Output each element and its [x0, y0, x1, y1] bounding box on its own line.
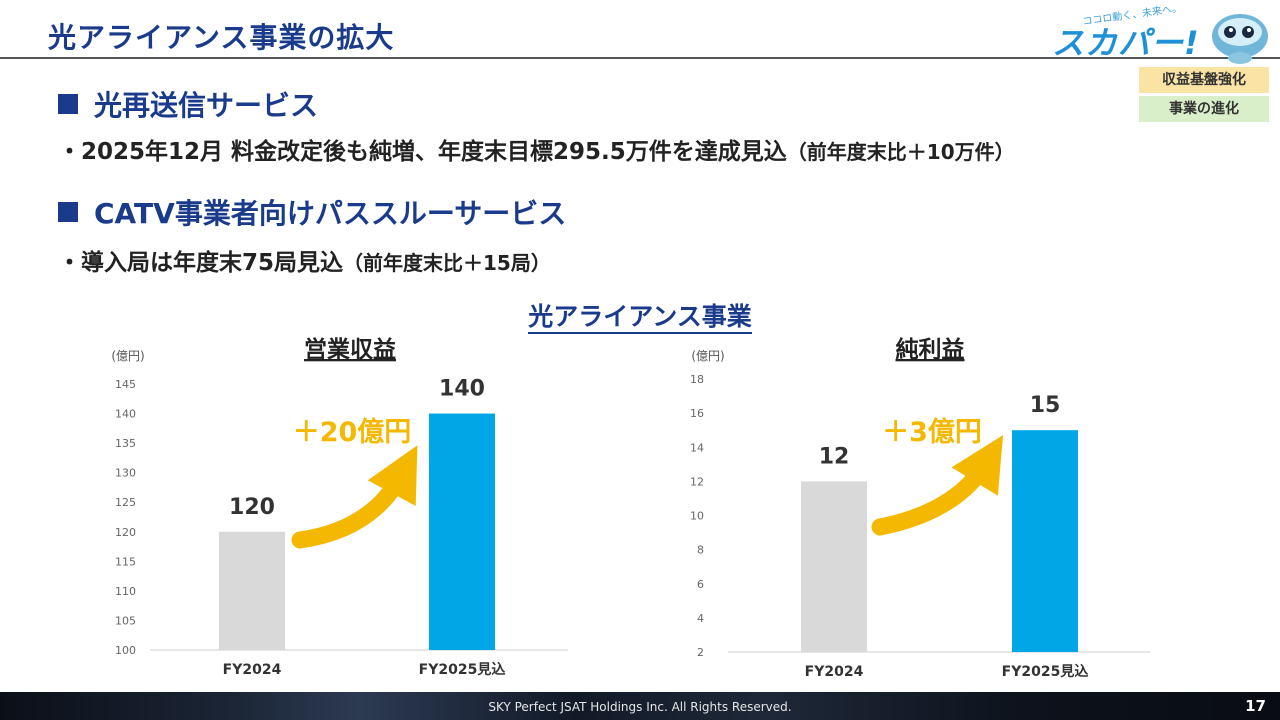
x-category-label: FY2025見込: [1002, 663, 1089, 680]
y-tick-label: 145: [115, 378, 136, 391]
y-tick-label: 120: [115, 526, 136, 539]
y-tick-label: 110: [115, 585, 136, 598]
y-tick-label: 16: [690, 407, 704, 420]
growth-annotation: ＋20億円: [293, 417, 412, 448]
y-tick-label: 6: [697, 578, 704, 591]
mascot-icon: [1212, 14, 1268, 64]
bullet-optical-retransmission: ・2025年12月 料金改定後も純増、年度末目標295.5万件を達成見込（前年度…: [58, 132, 1015, 166]
bar-value-label: 140: [439, 377, 485, 402]
bullet-text: ・2025年12月 料金改定後も純増、年度末目標295.5万件を達成見込: [58, 139, 787, 165]
x-category-label: FY2024: [223, 662, 282, 678]
chart-title: 営業収益: [304, 336, 396, 363]
square-bullet-icon: [58, 202, 78, 222]
x-category-label: FY2025見込: [419, 661, 506, 678]
badge-business-evolution: 事業の進化: [1139, 96, 1269, 122]
y-tick-label: 18: [690, 373, 704, 386]
title-divider: [0, 57, 1280, 59]
section-heading-catv-passthrough: CATV事業者向けパススルーサービス: [58, 192, 566, 232]
growth-annotation: ＋3億円: [882, 417, 982, 448]
y-tick-label: 135: [115, 437, 136, 450]
bullet-text: ・導入局は年度末75局見込: [58, 250, 344, 276]
y-unit-label: (億円): [691, 349, 724, 363]
chart-title: 純利益: [896, 336, 965, 363]
y-tick-label: 125: [115, 496, 136, 509]
y-tick-label: 8: [697, 544, 704, 557]
growth-arrow-icon: [291, 445, 418, 549]
square-bullet-icon: [58, 94, 78, 114]
bar-FY2025見込: [1012, 430, 1078, 652]
bar-FY2025見込: [429, 413, 495, 650]
bar-value-label: 15: [1030, 393, 1061, 418]
y-tick-label: 10: [690, 510, 704, 523]
brand-logo: スカパー!: [1052, 24, 1200, 62]
charts-group-title: 光アライアンス事業: [0, 297, 1280, 334]
section-heading-text: 光再送信サービス: [94, 89, 319, 122]
bullet-note: （前年度末比＋15局）: [343, 251, 551, 275]
bar-FY2024: [801, 481, 867, 652]
y-tick-label: 130: [115, 467, 136, 480]
page-title: 光アライアンス事業の拡大: [48, 21, 395, 54]
y-unit-label: (億円): [111, 349, 144, 363]
section-heading-optical-retransmission: 光再送信サービス: [58, 84, 318, 124]
bar-FY2024: [219, 531, 285, 650]
y-tick-label: 14: [690, 441, 704, 454]
y-tick-label: 2: [697, 646, 704, 659]
charts-canvas: 営業収益 (億円) 100 105 110 115 120 125 130 135 140 145 12…: [111, 336, 1150, 680]
x-category-label: FY2024: [805, 664, 864, 680]
bar-value-label: 120: [229, 495, 275, 520]
y-tick-label: 140: [115, 408, 136, 421]
y-tick-label: 4: [697, 612, 704, 625]
footer-bar: [0, 692, 1280, 720]
copyright-text: SKY Perfect JSAT Holdings Inc. All Right…: [488, 700, 792, 714]
y-tick-label: 115: [115, 555, 136, 568]
y-tick-label: 12: [690, 475, 704, 488]
bullet-catv-passthrough: ・導入局は年度末75局見込（前年度末比＋15局）: [58, 243, 551, 277]
bar-value-label: 12: [819, 444, 850, 469]
badge-revenue-base: 収益基盤強化: [1139, 67, 1269, 93]
y-tick-label: 105: [115, 614, 136, 627]
y-tick-label: 100: [115, 644, 136, 657]
page-number: 17: [1245, 697, 1266, 715]
charts-group-title-text: 光アライアンス事業: [528, 302, 752, 334]
bullet-note: （前年度末比＋10万件）: [786, 140, 1015, 164]
section-heading-text: CATV事業者向けパススルーサービス: [94, 197, 567, 230]
growth-arrow-icon: [871, 435, 1004, 536]
